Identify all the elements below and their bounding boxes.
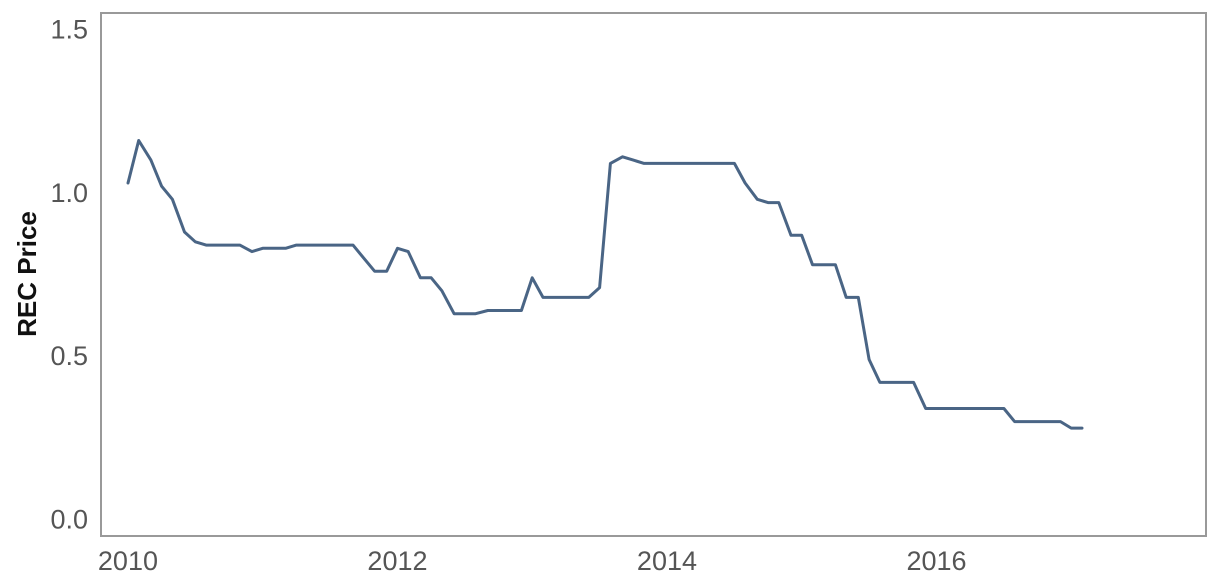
plot-frame — [100, 12, 1207, 537]
x-tick-label: 2010 — [98, 546, 158, 573]
y-axis-title: REC Price — [12, 211, 42, 337]
y-tick-label: 1.0 — [50, 178, 88, 208]
x-axis-ticks: 2010 2012 2014 2016 — [98, 546, 967, 573]
x-tick-label: 2016 — [906, 546, 966, 573]
x-tick-label: 2014 — [637, 546, 697, 573]
y-axis-ticks: 0.0 0.5 1.0 1.5 — [50, 14, 88, 534]
y-tick-label: 0.0 — [50, 505, 88, 535]
y-tick-label: 0.5 — [50, 341, 88, 371]
series-line-rec-price — [126, 139, 1084, 430]
y-tick-label: 1.5 — [50, 14, 88, 44]
x-tick-label: 2012 — [367, 546, 427, 573]
